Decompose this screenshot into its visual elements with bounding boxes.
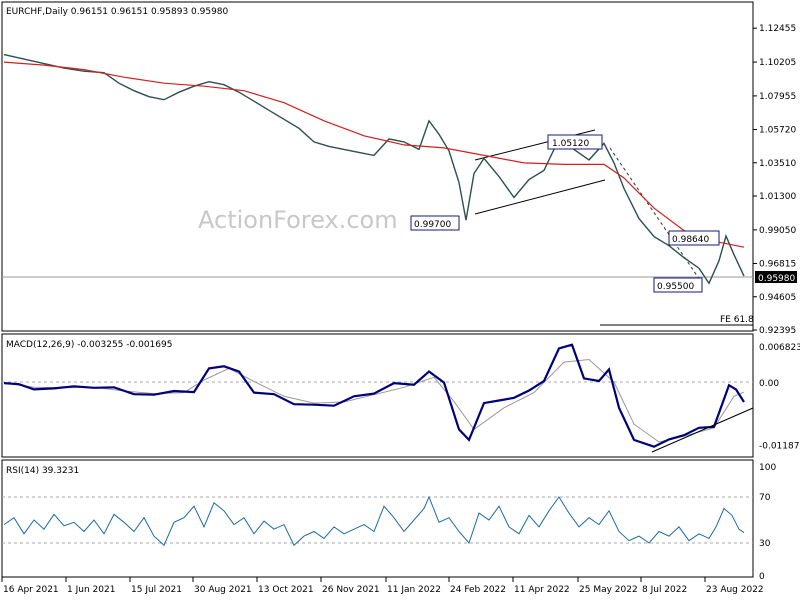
rsi-y-axis: 100 70 30 0: [759, 463, 776, 582]
svg-text:0.98640: 0.98640: [672, 235, 709, 245]
rsi-header: RSI(14) 39.3231: [6, 466, 79, 476]
macd-y-axis: 0.006823 0.00 -0.011874: [759, 343, 800, 451]
x-axis: 16 Apr 2021 1 Jun 2021 15 Jul 2021 30 Aug 2…: [1, 577, 764, 595]
svg-text:0.95500: 0.95500: [657, 282, 694, 292]
x-tick-label: 15 Jul 2021: [131, 585, 182, 595]
macd-panel-frame: [1, 333, 754, 458]
price-y-axis: 1.12455 1.10205 1.07955 1.05720 1.03510 1.013…: [753, 24, 796, 336]
x-tick-label: 25 May 2022: [579, 585, 638, 595]
channel-lower-line: [474, 179, 606, 215]
rsi-y-tick-label: 30: [759, 539, 771, 549]
watermark: ActionForex.com: [198, 206, 398, 234]
current-price-tag: 0.95980: [755, 271, 797, 284]
svg-text:0.95980: 0.95980: [758, 274, 795, 284]
svg-text:1.05120: 1.05120: [552, 139, 589, 149]
x-tick-label: 8 Jul 2022: [642, 585, 687, 595]
price-y-tick-label: 0.96815: [759, 260, 796, 270]
price-y-tick-label: 0.92395: [759, 326, 796, 336]
x-tick-label: 1 Jun 2021: [67, 585, 115, 595]
macd-header: MACD(12,26,9) -0.003255 -0.001695: [6, 340, 172, 350]
price-y-tick-label: 1.03510: [759, 159, 796, 169]
x-tick-label: 26 Nov 2021: [322, 585, 380, 595]
price-label-2: 0.99700: [410, 215, 460, 231]
price-y-tick-label: 1.05720: [759, 126, 796, 136]
rsi-panel-frame: [1, 459, 754, 578]
macd-trend-line: [651, 407, 754, 453]
x-tick-label: 23 Aug 2022: [706, 585, 764, 595]
price-y-tick-label: 1.01300: [759, 192, 796, 202]
x-tick-label: 13 Oct 2021: [258, 585, 314, 595]
x-tick-label: 16 Apr 2021: [3, 585, 59, 595]
x-tick-label: 11 Jan 2022: [387, 585, 441, 595]
macd-signal-line: [3, 358, 745, 443]
price-y-tick-label: 1.12455: [759, 24, 796, 34]
x-tick-label: 30 Aug 2021: [194, 585, 252, 595]
price-series-line: [3, 53, 745, 285]
price-y-tick-label: 1.07955: [759, 92, 796, 102]
price-label-3: 0.98640: [668, 230, 720, 246]
rsi-y-tick-label: 70: [759, 493, 771, 503]
price-panel-frame: [1, 1, 754, 332]
price-y-tick-label: 1.10205: [759, 58, 796, 68]
rsi-y-tick-label: 100: [759, 463, 776, 473]
price-label-4: 0.95500: [653, 277, 703, 293]
price-header: EURCHF,Daily 0.96151 0.96151 0.95893 0.9…: [6, 7, 229, 17]
price-label-1: 1.05120: [547, 134, 603, 150]
rsi-y-tick-label: 0: [759, 572, 765, 582]
macd-y-tick-label: 0.006823: [759, 343, 800, 353]
x-tick-label: 24 Feb 2022: [450, 585, 506, 595]
macd-y-tick-label: -0.011874: [759, 442, 800, 452]
rsi-line: [3, 495, 745, 547]
svg-text:0.99700: 0.99700: [414, 220, 451, 230]
price-y-tick-label: 0.94605: [759, 293, 796, 303]
macd-y-tick-label: 0.00: [759, 379, 779, 389]
macd-line: [3, 343, 745, 448]
x-tick-label: 11 Apr 2022: [514, 585, 570, 595]
moving-average-line: [3, 61, 745, 248]
fe-label: FE 61.8: [720, 315, 754, 325]
price-y-tick-label: 0.99050: [759, 226, 796, 236]
